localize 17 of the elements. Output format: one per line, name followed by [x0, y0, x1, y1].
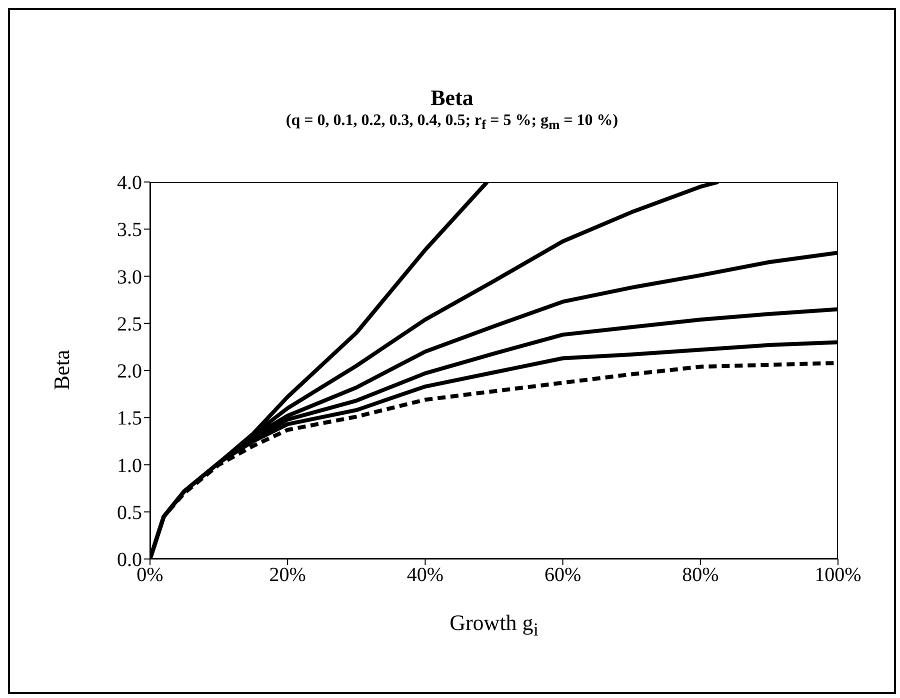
x-tick-label: 60% [544, 564, 582, 586]
x-tick-label: 100% [814, 564, 862, 586]
y-tick-label: 1.0 [117, 454, 142, 477]
y-tick-label: 1.5 [117, 408, 142, 430]
y-axis-title: Beta [49, 348, 75, 392]
x-tick-label: 80% [682, 564, 719, 586]
y-tick-label: 4.0 [117, 172, 142, 194]
x-tick-label: 40% [406, 564, 444, 586]
chart-title: Beta [430, 85, 474, 111]
y-tick-label: 2.5 [117, 313, 142, 336]
y-tick-label: 2.0 [117, 360, 142, 383]
chart-subtitle: (q = 0, 0.1, 0.2, 0.3, 0.4, 0.5; r$_{f}$ = 5 %; g$_{m}$ = 10 %) [284, 112, 620, 134]
x-axis-title: Growth g$_{i}$ [448, 610, 540, 640]
x-tick-label: 20% [269, 564, 306, 586]
y-tick-label: 3.5 [117, 219, 142, 242]
y-tick-label: 3.0 [117, 266, 142, 288]
y-tick-label: 0.5 [117, 502, 142, 524]
